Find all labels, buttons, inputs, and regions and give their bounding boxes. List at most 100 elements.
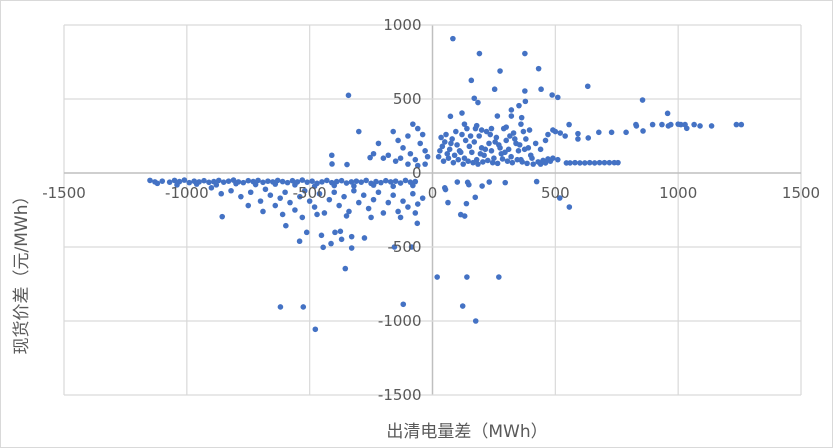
x-tick-label: 500 bbox=[541, 184, 570, 202]
y-tick-label: 1000 bbox=[383, 16, 421, 34]
data-point bbox=[367, 154, 373, 161]
data-point bbox=[683, 125, 690, 132]
data-point bbox=[245, 202, 252, 209]
data-point bbox=[582, 160, 588, 166]
data-point bbox=[453, 128, 459, 135]
data-point bbox=[691, 121, 697, 128]
data-point bbox=[476, 133, 482, 139]
data-point bbox=[538, 86, 544, 93]
data-point bbox=[351, 187, 357, 194]
data-point bbox=[218, 190, 225, 197]
data-point bbox=[348, 233, 355, 240]
data-point bbox=[522, 98, 529, 105]
data-point bbox=[303, 229, 310, 236]
data-point bbox=[331, 189, 338, 196]
data-point bbox=[201, 177, 207, 184]
data-point bbox=[272, 202, 279, 209]
data-point bbox=[554, 94, 561, 101]
x-tick-label: -1500 bbox=[42, 184, 86, 202]
data-point bbox=[443, 131, 449, 138]
data-point bbox=[247, 189, 254, 196]
data-point bbox=[257, 198, 264, 204]
data-point bbox=[664, 110, 671, 117]
data-point bbox=[417, 140, 424, 147]
data-point bbox=[550, 155, 556, 161]
data-point bbox=[472, 318, 479, 324]
data-point bbox=[438, 134, 444, 141]
data-point bbox=[397, 180, 404, 186]
data-point bbox=[446, 146, 453, 153]
data-point bbox=[316, 190, 323, 197]
data-point bbox=[410, 182, 416, 189]
data-point bbox=[507, 133, 513, 139]
x-tick-label: -500 bbox=[293, 184, 327, 202]
data-point bbox=[267, 192, 274, 198]
data-point bbox=[484, 157, 491, 164]
data-point bbox=[332, 229, 338, 236]
data-point bbox=[464, 125, 470, 132]
data-point bbox=[390, 183, 396, 190]
data-point bbox=[596, 159, 603, 166]
data-point bbox=[407, 150, 414, 157]
data-point bbox=[309, 178, 315, 184]
data-point bbox=[301, 187, 308, 194]
data-point bbox=[499, 156, 506, 162]
data-point bbox=[461, 213, 468, 219]
data-point bbox=[318, 232, 325, 239]
data-point bbox=[419, 131, 426, 138]
data-point bbox=[306, 198, 313, 204]
data-point bbox=[337, 228, 344, 235]
data-point bbox=[675, 121, 681, 127]
data-point bbox=[390, 128, 396, 135]
data-point bbox=[623, 129, 629, 136]
data-point bbox=[508, 113, 515, 119]
data-point bbox=[363, 177, 369, 184]
data-point bbox=[405, 161, 411, 167]
data-point bbox=[497, 68, 503, 74]
data-point bbox=[419, 195, 426, 201]
data-point bbox=[329, 161, 335, 167]
data-point bbox=[434, 274, 440, 280]
data-point bbox=[519, 159, 525, 165]
data-point bbox=[159, 178, 166, 184]
data-point bbox=[508, 153, 514, 160]
data-point bbox=[233, 180, 239, 187]
data-point bbox=[454, 142, 460, 148]
data-point bbox=[342, 265, 349, 272]
data-point bbox=[375, 140, 382, 147]
data-point bbox=[526, 127, 533, 133]
x-tick-label: -1000 bbox=[165, 184, 209, 202]
data-point bbox=[238, 193, 244, 200]
data-point bbox=[392, 158, 399, 164]
data-point bbox=[320, 244, 326, 251]
data-point bbox=[297, 193, 303, 200]
data-point bbox=[444, 150, 451, 157]
data-point bbox=[174, 182, 180, 188]
data-point bbox=[277, 304, 284, 310]
data-point bbox=[503, 137, 510, 144]
data-point bbox=[577, 160, 583, 166]
data-point bbox=[462, 137, 469, 144]
data-point bbox=[454, 179, 461, 185]
data-point bbox=[441, 185, 448, 191]
data-point bbox=[387, 179, 394, 185]
data-point bbox=[343, 180, 350, 186]
data-point bbox=[410, 190, 416, 197]
data-point bbox=[459, 131, 465, 138]
data-point bbox=[299, 214, 306, 221]
data-point bbox=[348, 245, 355, 251]
data-point bbox=[225, 178, 232, 184]
data-point bbox=[260, 179, 266, 186]
data-point bbox=[338, 236, 345, 243]
data-point bbox=[469, 149, 475, 156]
y-tick-label: 500 bbox=[393, 90, 422, 108]
data-point bbox=[405, 133, 411, 139]
data-point bbox=[345, 92, 352, 99]
data-point bbox=[549, 92, 555, 98]
data-point bbox=[193, 181, 200, 187]
data-point bbox=[414, 201, 421, 207]
data-point bbox=[586, 159, 593, 166]
data-point bbox=[537, 146, 544, 153]
y-tick-label: -500 bbox=[387, 238, 421, 256]
